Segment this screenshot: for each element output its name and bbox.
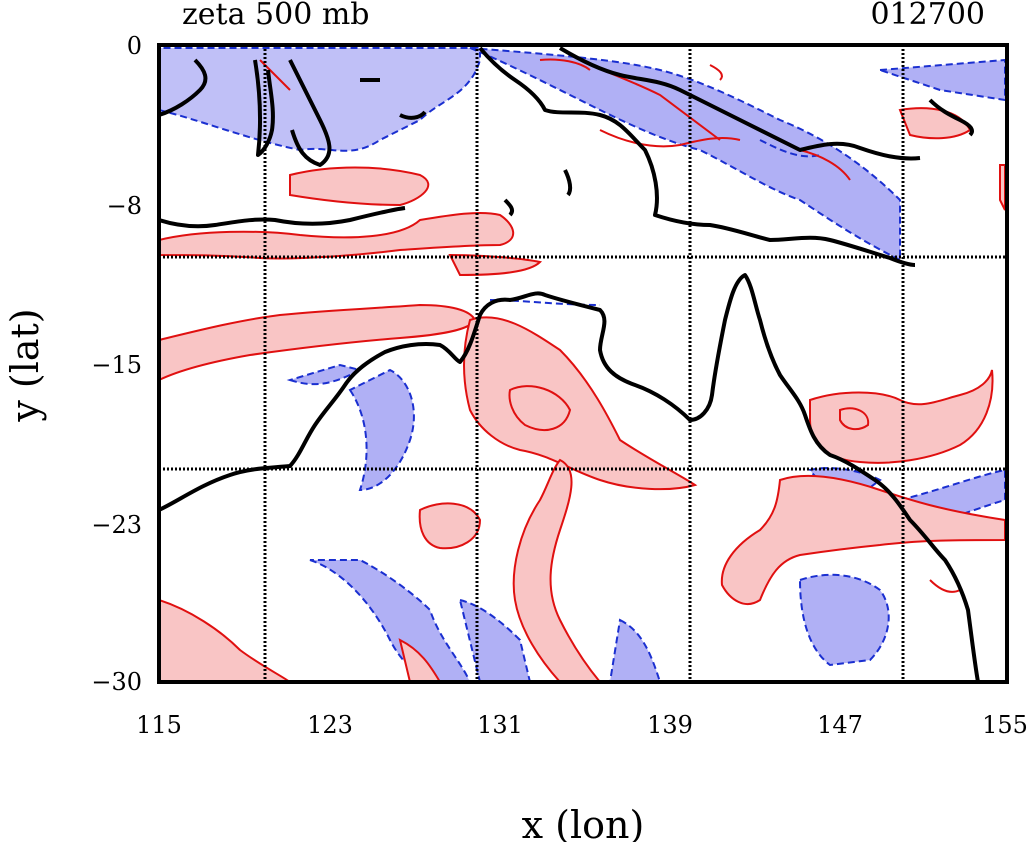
y-axis: 0 −8 −15 −23 −30 [91,32,142,696]
x-tick-label: 155 [982,711,1028,739]
lat-lon-grid [159,45,1007,682]
y-tick-label: −30 [91,668,142,696]
positive-vorticity-contours [159,58,1006,682]
map-title: zeta 500 mb [182,0,370,32]
y-tick-label: −15 [91,351,142,379]
x-tick-label: 139 [647,711,693,739]
x-tick-label: 115 [136,711,182,739]
plot-frame [157,43,1009,684]
y-tick-label: −23 [91,511,142,539]
x-tick-label: 123 [307,711,353,739]
plot-area [159,45,1007,682]
negative-vorticity-contours [159,47,1006,682]
x-tick-label: 131 [477,711,523,739]
y-axis-label: y (lat) [3,308,47,422]
x-axis: 115 123 131 139 147 155 [136,711,1028,739]
map-timestamp: 012700 [870,0,985,32]
coastline [159,46,980,682]
y-tick-label: 0 [127,32,142,60]
y-tick-label: −8 [107,192,142,220]
x-axis-label: x (lon) [522,803,645,842]
x-tick-label: 147 [817,711,863,739]
